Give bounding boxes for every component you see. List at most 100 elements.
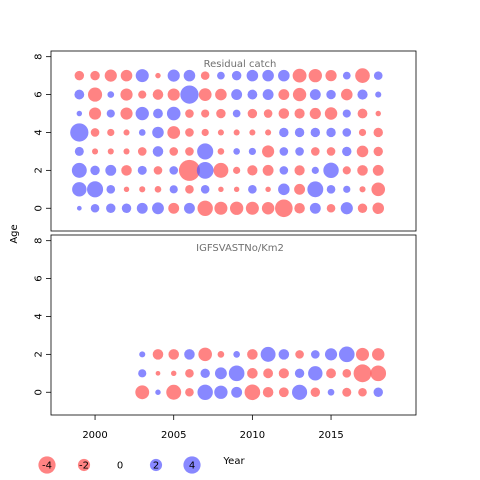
legend-label-2: 0 (117, 461, 123, 472)
bubble-age5-year2010 (247, 108, 258, 119)
bubble-age3-year1999 (74, 146, 84, 156)
bubble-age1-year2009 (233, 186, 240, 193)
bubble-age0-year2014 (310, 387, 321, 397)
bubble-age3-year2010 (248, 147, 256, 156)
bubble-age0-year2012 (278, 387, 289, 398)
bubble-age5-year2018 (375, 110, 381, 117)
bubble-age4-year2011 (265, 129, 272, 136)
bubble-age1-year2000 (87, 181, 104, 198)
bubble-age0-year2006 (185, 387, 194, 397)
legend-label-3: 2 (153, 461, 159, 472)
bubble-age1-year2011 (265, 186, 271, 193)
y-tick-label-6: 6 (33, 275, 44, 281)
bubble-age1-year2006 (185, 369, 194, 378)
bubble-age0-year2008 (214, 385, 228, 399)
bubble-age4-year2007 (201, 128, 209, 137)
bubble-age2-year2004 (152, 349, 164, 360)
bubble-age5-year2017 (357, 108, 368, 119)
x-tick-label-2000: 2000 (82, 430, 107, 441)
bubble-age0-year2009 (231, 386, 243, 398)
bubble-age5-year2015 (324, 107, 338, 120)
bubble-age0-year2014 (309, 202, 321, 214)
bubble-layer (70, 68, 386, 218)
bubble-age7-year2011 (262, 69, 274, 82)
bubble-age4-year2005 (167, 126, 181, 139)
y-tick-label-8: 8 (34, 53, 45, 59)
bubble-age5-year2007 (201, 109, 210, 118)
bubble-age4-year2018 (373, 127, 383, 138)
bubble-age7-year2017 (355, 68, 370, 83)
bubble-age0-year2004 (155, 389, 161, 395)
bubble-age0-year2003 (135, 385, 150, 400)
y-tick-label-0: 0 (34, 389, 45, 395)
legend-bubble-1 (77, 458, 91, 472)
bubble-age7-year2009 (231, 70, 242, 81)
bubble-age2-year2018 (372, 348, 385, 361)
bubble-age2-year2009 (233, 351, 240, 358)
bubble-age2-year2018 (372, 164, 384, 176)
legend-label-1: -2 (79, 461, 89, 472)
bubble-age0-year2015 (326, 203, 336, 213)
bubble-age2-year2004 (153, 166, 163, 175)
bubble-age5-year2008 (216, 108, 226, 119)
bubble-age2-year2012 (279, 166, 289, 175)
bubble-age0-year2004 (152, 202, 164, 215)
bubble-age0-year2018 (373, 387, 383, 397)
bubble-age1-year2004 (154, 185, 162, 193)
bubble-age0-year2015 (327, 388, 335, 396)
bubble-age4-year2003 (138, 129, 146, 136)
bubble-age2-year2013 (294, 165, 305, 176)
bubble-age0-year2009 (229, 201, 244, 215)
legend-label-0: -4 (42, 461, 52, 472)
bubble-age0-year2001 (106, 203, 116, 213)
bubble-age1-year2011 (263, 368, 274, 379)
bubble-age7-year2002 (120, 69, 133, 82)
bubble-age3-year2009 (233, 148, 240, 155)
bubble-age1-year2002 (123, 186, 130, 193)
bubble-age2-year2016 (338, 346, 355, 363)
bubble-age3-year2015 (326, 147, 336, 156)
bubble-age3-year2003 (137, 147, 147, 156)
size-legend: -4 -2 0 2 4 (38, 456, 201, 474)
bubble-age6-year2017 (357, 89, 368, 100)
bubble-age3-year2011 (262, 145, 275, 158)
bubble-age6-year2015 (326, 89, 336, 100)
bubble-age2-year2014 (311, 166, 319, 174)
bubble-age3-year2007 (197, 143, 214, 160)
panel-frame (50, 234, 417, 416)
bubble-age2-year2007 (196, 161, 214, 179)
panel-igfsvast: IGFSVASTNo/Km2 0 2 4 6 8 2000 2005 2010 2015 (33, 234, 417, 441)
x-axis-title: Year (222, 456, 245, 467)
bubble-age1-year2015 (326, 185, 336, 194)
x-tick-label-2015: 2015 (318, 430, 343, 441)
bubble-age3-year2008 (217, 148, 225, 155)
bubble-age6-year2018 (375, 91, 382, 98)
bubble-age3-year2016 (342, 146, 352, 157)
bubble-age2-year2005 (169, 166, 179, 175)
bubble-age3-year2012 (279, 147, 289, 156)
bubble-age6-year2006 (180, 85, 199, 104)
bubble-age6-year2007 (198, 88, 212, 101)
bubble-age2-year2014 (311, 350, 320, 359)
bubble-age0-year2003 (136, 202, 148, 214)
bubble-age0-year2010 (244, 384, 261, 401)
bubble-age2-year2003 (137, 165, 147, 175)
bubble-age2-year2002 (121, 165, 132, 176)
bubble-age1-year2016 (342, 369, 352, 378)
bubble-age0-year2007 (197, 384, 213, 400)
bubble-age2-year2011 (262, 164, 274, 176)
bubble-age4-year2016 (342, 128, 352, 137)
bubble-layer (135, 346, 387, 401)
bubble-age2-year2007 (198, 347, 212, 362)
bubble-age2-year2006 (178, 159, 200, 181)
x-tick-label-2010: 2010 (240, 430, 265, 441)
bubble-age2-year2015 (324, 348, 338, 361)
bubble-age0-year2018 (372, 202, 385, 215)
bubble-age6-year2016 (341, 88, 353, 101)
bubble-age7-year2006 (183, 69, 196, 82)
bubble-age7-year2007 (200, 71, 210, 80)
bubble-age4-year2000 (90, 128, 100, 137)
bubble-age1-year2013 (294, 368, 305, 379)
bubble-age6-year2008 (215, 88, 227, 101)
